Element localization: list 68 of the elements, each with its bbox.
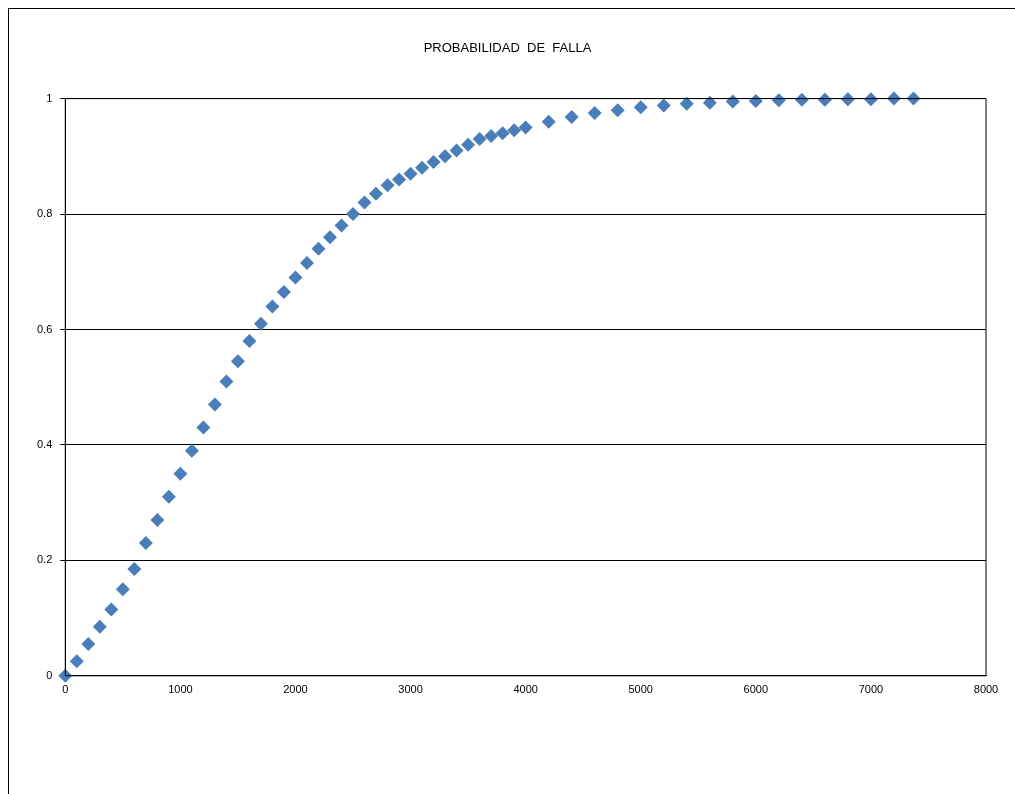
point: [92, 619, 107, 634]
point: [104, 602, 119, 617]
point: [392, 172, 407, 187]
point: [564, 110, 579, 125]
point: [461, 137, 476, 152]
x-tick-label: 0: [62, 683, 69, 696]
point: [346, 207, 361, 222]
point: [138, 536, 153, 551]
y-tick-label: 0.8: [36, 207, 53, 220]
point: [679, 96, 694, 111]
point: [58, 668, 73, 683]
point: [127, 562, 142, 577]
y-tick-label: 0.2: [36, 553, 53, 566]
point: [288, 270, 303, 285]
point: [495, 126, 510, 141]
point: [253, 316, 268, 331]
point: [184, 443, 199, 458]
point: [69, 654, 84, 669]
point: [150, 512, 165, 527]
chart-title: PROBABILIDAD DE FALLA: [423, 40, 592, 56]
point: [415, 160, 430, 175]
point: [748, 93, 763, 108]
point: [518, 120, 533, 135]
point: [610, 103, 625, 118]
y-tick-label: 0: [46, 668, 53, 681]
x-tick-label: 5000: [628, 683, 653, 696]
point: [771, 93, 786, 108]
point: [115, 582, 130, 597]
x-tick-label: 6000: [743, 683, 769, 696]
point: [656, 98, 671, 113]
point: [507, 123, 522, 138]
point: [323, 230, 337, 245]
point: [725, 94, 740, 109]
x-tick-label: 7000: [858, 683, 884, 696]
point: [702, 95, 717, 110]
x-tick-label: 2000: [283, 683, 308, 696]
point: [196, 420, 211, 435]
point: [207, 397, 222, 412]
point: [299, 256, 314, 271]
point: [161, 489, 176, 504]
point: [587, 106, 602, 121]
point: [541, 114, 556, 129]
point: [242, 334, 257, 349]
point: [334, 218, 349, 233]
y-tick-label: 0.4: [36, 437, 53, 450]
point: [369, 186, 384, 201]
point: [265, 299, 280, 314]
point: [403, 166, 418, 181]
point: [633, 100, 648, 115]
x-tick-label: 3000: [398, 683, 423, 696]
y-tick-label: 0.6: [36, 322, 53, 335]
x-tick-label: 1000: [168, 683, 193, 696]
point: [276, 284, 291, 299]
point: [173, 466, 188, 481]
point: [472, 132, 487, 146]
point: [219, 374, 234, 389]
point: [311, 241, 326, 256]
point: [426, 155, 441, 170]
point: [484, 129, 499, 144]
point: [230, 354, 245, 369]
point: [380, 178, 395, 193]
point: [449, 143, 464, 158]
point: [81, 637, 96, 652]
point: [357, 195, 372, 210]
x-tick-label: 4000: [513, 683, 538, 696]
x-tick-label: 8000: [973, 683, 999, 696]
y-tick-label: 1: [46, 91, 53, 104]
point: [438, 149, 453, 164]
